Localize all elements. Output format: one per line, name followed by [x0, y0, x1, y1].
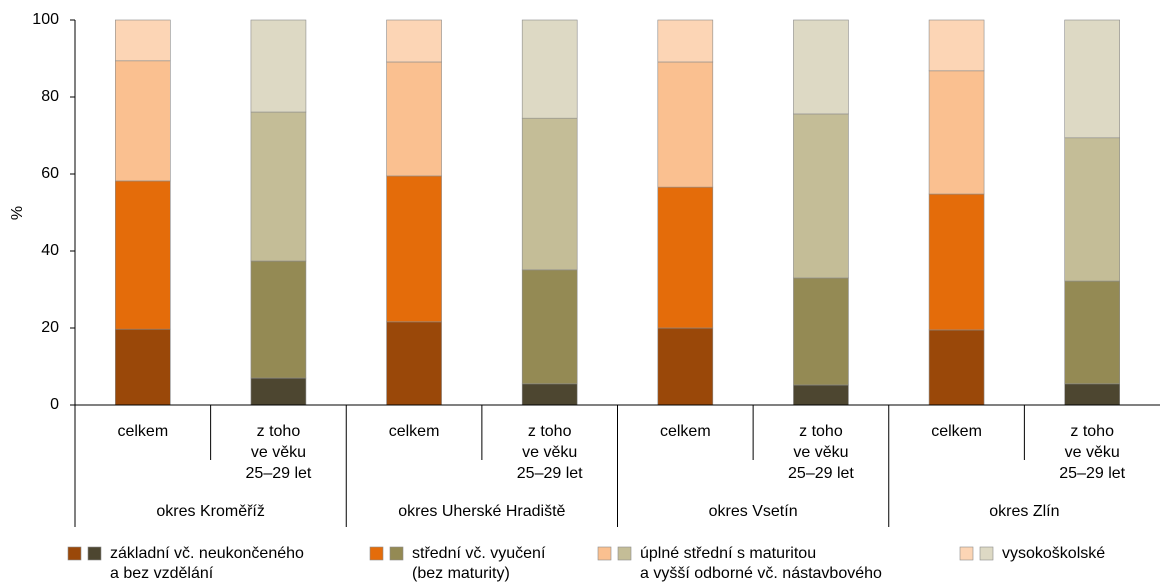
bar-segment — [115, 60, 171, 182]
bar-segment — [793, 113, 849, 279]
legend-swatch — [979, 546, 994, 561]
bar-segment — [928, 70, 985, 195]
bar-segment — [657, 61, 714, 188]
x-tick-label: z toho — [1070, 423, 1114, 440]
x-tick-label: 25–29 let — [1059, 465, 1125, 482]
bar-segment — [386, 321, 442, 406]
bar-segment — [115, 180, 171, 330]
bar-segment — [928, 329, 985, 406]
bar-segment — [115, 328, 171, 406]
bar-segment — [657, 186, 714, 329]
x-tick-label: celkem — [389, 423, 440, 440]
bar-segment — [1064, 19, 1120, 139]
bar-segment — [250, 377, 307, 406]
bar-segment — [386, 175, 442, 323]
y-tick-label: 20 — [41, 319, 59, 336]
legend-swatch — [597, 546, 612, 561]
bar-segment — [386, 19, 442, 63]
bar-segment — [521, 383, 578, 406]
legend-swatch — [389, 546, 404, 561]
bar-segment — [657, 327, 714, 406]
bar-segment — [386, 61, 442, 177]
bar-segment — [521, 117, 578, 271]
bar-segment — [1064, 137, 1120, 282]
x-tick-label: 25–29 let — [517, 465, 583, 482]
bar-segment — [1064, 383, 1120, 406]
bar-segment — [250, 19, 307, 113]
legend-swatch — [369, 546, 384, 561]
legend-label: úplné střední s maturitou — [640, 545, 816, 562]
bar-segment — [521, 269, 578, 385]
bar-segment — [250, 260, 307, 379]
bar-segment — [793, 384, 849, 406]
x-tick-label: celkem — [660, 423, 711, 440]
bar-segment — [115, 19, 171, 62]
x-tick-label: z toho — [257, 423, 301, 440]
x-tick-label: 25–29 let — [246, 465, 312, 482]
x-tick-label: celkem — [931, 423, 982, 440]
legend-swatch — [617, 546, 632, 561]
bar-segment — [657, 19, 714, 63]
y-tick-label: 40 — [41, 242, 59, 259]
legend-label: střední vč. vyučení — [412, 545, 546, 562]
bar-segment — [928, 19, 985, 72]
x-tick-label: ve věku — [1065, 444, 1120, 461]
bar-segment — [1064, 280, 1120, 385]
group-label: okres Uherské Hradiště — [398, 503, 565, 520]
legend-swatch — [959, 546, 974, 561]
group-label: okres Vsetín — [709, 503, 798, 520]
x-tick-label: 25–29 let — [788, 465, 854, 482]
x-tick-label: ve věku — [793, 444, 848, 461]
y-tick-label: 80 — [41, 88, 59, 105]
legend-label: (bez maturity) — [412, 565, 510, 582]
x-tick-label: z toho — [799, 423, 843, 440]
legend-label: vysokoškolské — [1002, 545, 1105, 562]
legend-swatch — [67, 546, 82, 561]
group-label: okres Kroměříž — [156, 503, 264, 520]
x-tick-label: ve věku — [522, 444, 577, 461]
legend-swatch — [87, 546, 102, 561]
x-tick-label: ve věku — [251, 444, 306, 461]
legend-label: a vyšší odborné vč. nástavbového — [640, 565, 882, 582]
y-axis-label: % — [9, 206, 26, 220]
x-tick-label: z toho — [528, 423, 572, 440]
bar-segment — [250, 111, 307, 262]
bar-segment — [928, 193, 985, 331]
legend-label: základní vč. neukončeného — [110, 545, 304, 562]
bar-segment — [521, 19, 578, 119]
y-tick-label: 0 — [50, 396, 59, 413]
y-tick-label: 100 — [32, 11, 59, 28]
group-label: okres Zlín — [989, 503, 1059, 520]
legend-label: a bez vzdělání — [110, 565, 214, 582]
y-tick-label: 60 — [41, 165, 59, 182]
bar-segment — [793, 19, 849, 115]
bar-segment — [793, 277, 849, 386]
x-tick-label: celkem — [117, 423, 168, 440]
